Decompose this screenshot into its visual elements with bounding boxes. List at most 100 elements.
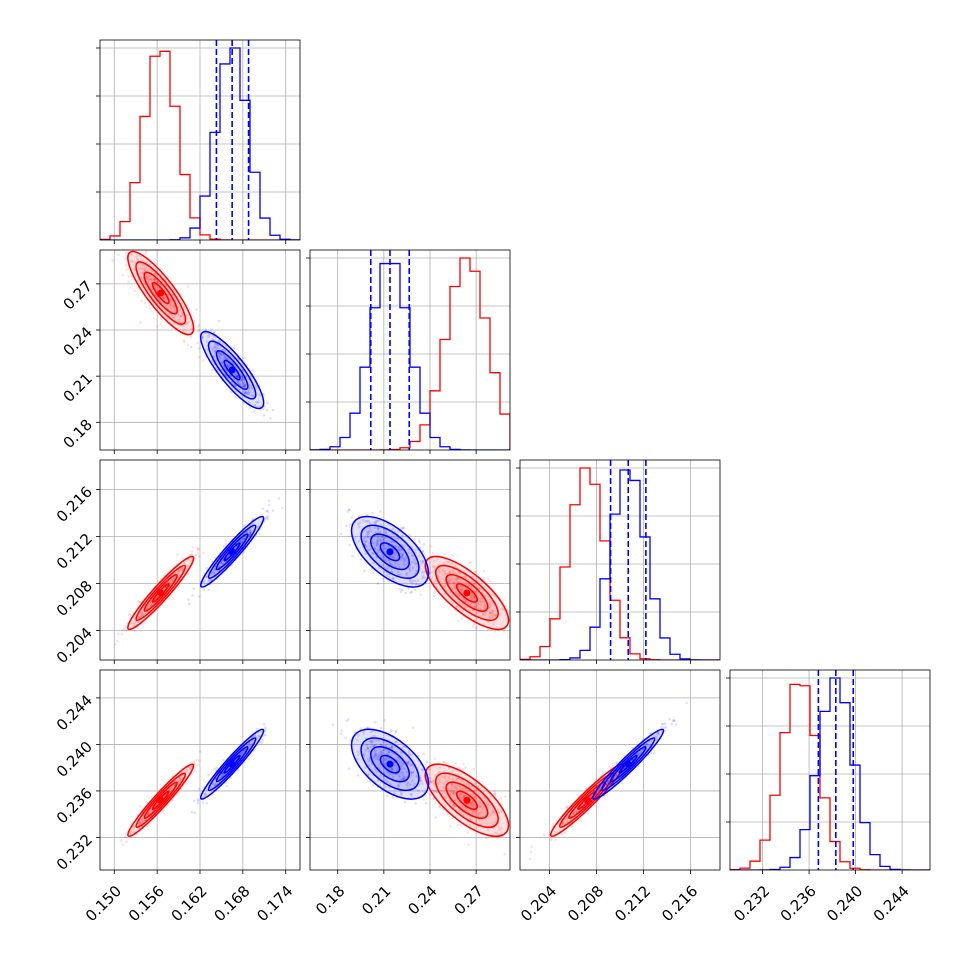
sample-point xyxy=(242,538,246,541)
sample-point xyxy=(422,543,426,546)
sample-point xyxy=(243,385,246,388)
sample-point xyxy=(371,552,374,555)
sample-point xyxy=(373,754,377,757)
sample-point xyxy=(490,599,493,603)
sample-point xyxy=(477,792,481,796)
x-tick-label: 0.27 xyxy=(451,882,487,918)
sample-point xyxy=(209,578,212,582)
sample-point xyxy=(565,816,569,819)
sample-point xyxy=(398,782,402,785)
sample-point xyxy=(149,603,153,607)
sample-point xyxy=(203,794,207,797)
sample-point xyxy=(266,517,270,521)
sample-point xyxy=(248,743,252,747)
sample-point xyxy=(565,805,569,809)
sample-point xyxy=(463,794,466,797)
sample-point xyxy=(228,374,232,377)
sample-point xyxy=(383,536,387,540)
sample-point xyxy=(465,803,469,806)
sample-point xyxy=(461,798,464,802)
sample-point xyxy=(474,810,477,813)
sample-point xyxy=(248,528,252,531)
sample-point xyxy=(466,809,470,812)
sample-point xyxy=(477,812,481,816)
sample-point xyxy=(244,383,248,387)
sample-point xyxy=(411,771,414,775)
sample-point xyxy=(408,752,411,756)
sample-point xyxy=(159,322,163,326)
sample-point xyxy=(267,503,271,507)
sample-point xyxy=(373,754,377,757)
sample-point xyxy=(453,804,457,808)
sample-point xyxy=(387,575,391,578)
sample-point xyxy=(469,801,472,805)
sample-point xyxy=(154,285,157,289)
sample-point xyxy=(379,539,382,542)
sample-point xyxy=(451,778,455,781)
sample-point xyxy=(364,540,368,544)
sample-point xyxy=(403,800,407,804)
sample-point xyxy=(177,569,181,572)
sample-point xyxy=(662,726,666,729)
sample-point xyxy=(356,750,359,754)
sample-point xyxy=(471,809,475,813)
sample-point xyxy=(445,779,448,782)
sample-point xyxy=(379,743,382,747)
sample-point xyxy=(491,611,494,615)
sample-point xyxy=(143,621,147,625)
sample-point xyxy=(457,796,461,799)
sample-point xyxy=(451,561,455,565)
sample-point xyxy=(192,760,196,763)
sample-point xyxy=(182,561,186,565)
sample-point xyxy=(165,316,168,320)
sample-point xyxy=(606,780,610,784)
sample-point xyxy=(129,831,132,834)
sample-point xyxy=(185,317,189,320)
sample-point xyxy=(387,545,391,548)
sample-point xyxy=(608,782,611,786)
sample-point xyxy=(663,729,667,733)
sample-point xyxy=(179,569,183,572)
sample-point xyxy=(430,577,434,580)
sample-point xyxy=(453,586,456,589)
sample-point xyxy=(452,785,456,789)
sample-point xyxy=(136,259,140,262)
sample-point xyxy=(511,839,514,842)
sample-point xyxy=(390,539,393,543)
sample-point xyxy=(415,775,418,778)
sample-point xyxy=(443,774,447,777)
sample-point xyxy=(266,510,270,513)
sample-point xyxy=(265,408,269,412)
sample-point xyxy=(394,536,397,540)
sample-point xyxy=(177,312,180,316)
sample-point xyxy=(442,786,445,789)
sample-point xyxy=(408,783,412,787)
sample-point xyxy=(474,782,478,785)
sample-point xyxy=(489,603,492,606)
sample-point xyxy=(198,328,201,332)
sample-point xyxy=(448,578,452,582)
sample-point xyxy=(186,285,190,288)
sample-point xyxy=(391,578,395,581)
sample-point xyxy=(376,582,380,585)
sample-point xyxy=(414,583,418,586)
sample-point xyxy=(382,740,386,743)
sample-point xyxy=(457,593,461,597)
sample-point xyxy=(463,575,466,579)
sample-point xyxy=(124,263,128,267)
sample-point xyxy=(468,823,472,827)
sample-point xyxy=(397,774,401,777)
sample-point xyxy=(517,808,520,811)
sample-point xyxy=(247,401,251,404)
sample-point xyxy=(248,406,252,409)
sample-point xyxy=(561,821,564,825)
sample-point xyxy=(451,570,454,573)
sample-point xyxy=(486,828,490,831)
sample-point xyxy=(454,565,457,568)
sample-point xyxy=(366,530,369,534)
sample-point xyxy=(458,571,462,575)
sample-point xyxy=(367,772,371,776)
sample-point xyxy=(674,723,678,726)
sample-point xyxy=(190,765,193,768)
sample-point xyxy=(561,822,564,825)
